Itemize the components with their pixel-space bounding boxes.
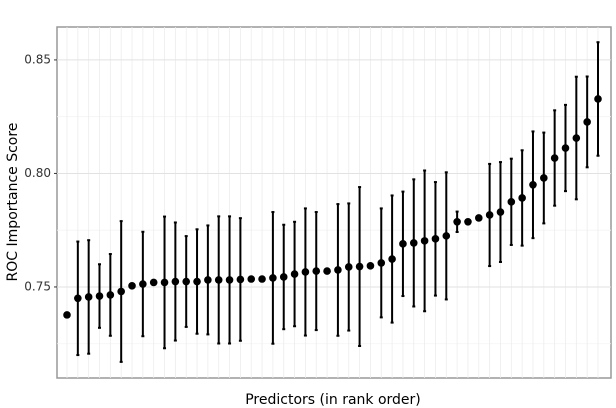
point <box>236 275 245 284</box>
point <box>572 134 581 142</box>
point <box>74 294 82 303</box>
point <box>247 275 256 283</box>
point <box>214 276 223 284</box>
point <box>431 235 440 243</box>
point <box>377 259 386 267</box>
point <box>290 270 299 278</box>
point <box>279 273 288 281</box>
y-tick-label: 0.80 <box>24 166 51 180</box>
point <box>594 95 602 103</box>
point <box>84 293 93 301</box>
point <box>149 278 158 287</box>
point <box>474 214 483 222</box>
point <box>420 237 429 245</box>
x-axis-title: Predictors (in rank order) <box>245 392 421 408</box>
point <box>204 276 212 284</box>
y-tick-label: 0.85 <box>24 52 51 66</box>
point <box>106 291 115 299</box>
point <box>529 180 537 189</box>
point <box>550 154 559 162</box>
point <box>485 211 494 219</box>
y-tick-label: 0.75 <box>24 279 51 293</box>
point <box>63 311 71 319</box>
point <box>344 263 353 271</box>
point <box>561 144 570 152</box>
point <box>225 276 234 284</box>
point <box>301 268 310 276</box>
point <box>366 262 375 270</box>
point <box>312 267 321 275</box>
point <box>409 239 418 247</box>
plot-area <box>56 26 612 379</box>
point <box>464 217 472 226</box>
point <box>193 277 201 286</box>
point <box>171 277 180 286</box>
point <box>355 262 364 271</box>
point <box>269 274 277 282</box>
point <box>182 277 191 286</box>
point <box>258 275 266 283</box>
point <box>388 255 396 263</box>
point <box>95 292 104 300</box>
point <box>453 217 461 226</box>
point <box>399 240 407 248</box>
point <box>334 266 342 274</box>
point <box>323 267 331 275</box>
point <box>583 118 591 126</box>
point <box>442 232 451 240</box>
point <box>518 194 526 202</box>
y-axis-title: ROC Importance Score <box>5 123 21 282</box>
point <box>496 208 505 216</box>
point <box>540 174 548 182</box>
point <box>128 282 136 290</box>
point <box>507 198 516 206</box>
point <box>139 280 147 288</box>
point <box>117 287 125 296</box>
point <box>160 278 169 287</box>
